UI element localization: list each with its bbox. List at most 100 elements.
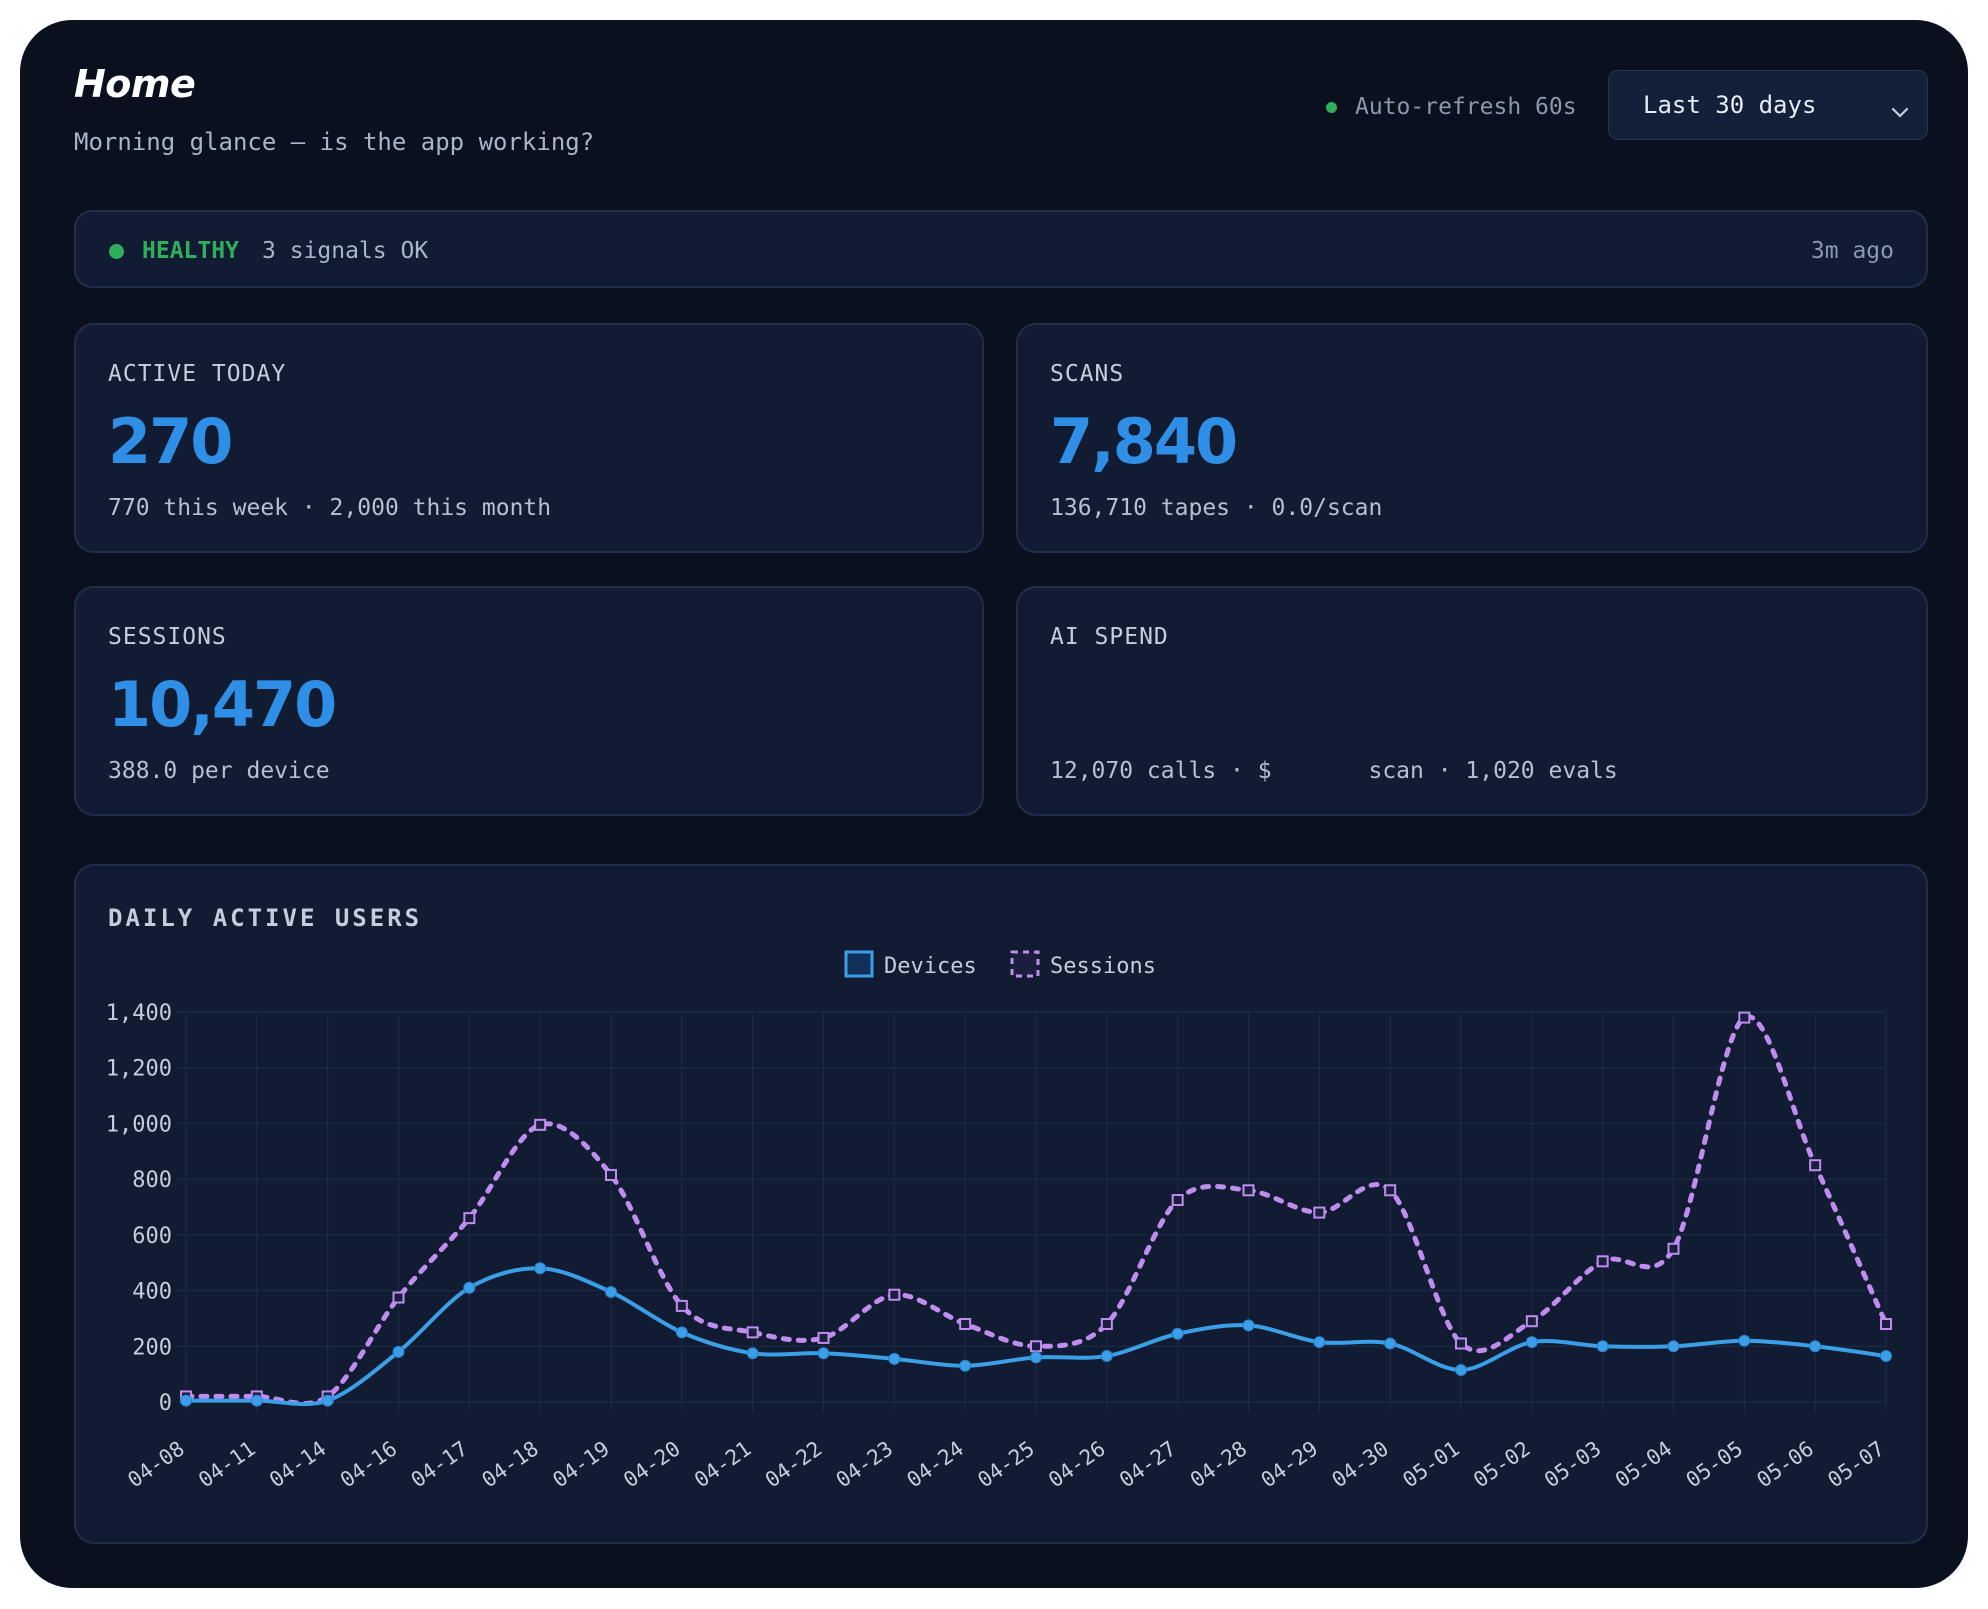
chart-title: DAILY ACTIVE USERS bbox=[108, 904, 423, 932]
card-label: SCANS bbox=[1050, 361, 1125, 387]
x-tick-label: 05-01 bbox=[1398, 1436, 1464, 1492]
auto-refresh-indicator: Auto-refresh 60s bbox=[1326, 94, 1577, 120]
data-point-sessions bbox=[1242, 1184, 1255, 1197]
data-point-sessions bbox=[746, 1326, 759, 1339]
data-point-sessions bbox=[534, 1118, 547, 1131]
x-tick-label: 04-17 bbox=[407, 1436, 473, 1492]
date-range-value: Last 30 days bbox=[1643, 91, 1817, 119]
data-point-devices bbox=[534, 1262, 547, 1275]
y-tick-label: 0 bbox=[159, 1391, 172, 1416]
data-point-devices bbox=[180, 1394, 192, 1407]
y-tick-label: 600 bbox=[132, 1224, 172, 1249]
card-label: AI SPEND bbox=[1050, 624, 1169, 650]
data-point-sessions bbox=[959, 1318, 972, 1330]
x-tick-label: 04-18 bbox=[477, 1436, 543, 1492]
health-banner: HEALTHY 3 signals OK 3m ago bbox=[74, 210, 1928, 288]
legend-label-devices: Devices bbox=[884, 954, 977, 979]
data-point-devices bbox=[321, 1394, 334, 1407]
data-point-sessions bbox=[1809, 1159, 1822, 1172]
card-subtext: 12,070 calls · $ scan · 1,020 evals bbox=[1050, 758, 1618, 784]
legend-swatch-devices bbox=[844, 950, 874, 978]
x-tick-label: 05-05 bbox=[1682, 1436, 1748, 1492]
data-point-devices bbox=[1809, 1340, 1822, 1353]
card-subtext: 136,710 tapes · 0.0/scan bbox=[1050, 495, 1383, 521]
data-point-sessions bbox=[817, 1331, 830, 1344]
data-point-devices bbox=[1030, 1351, 1042, 1364]
x-tick-label: 04-29 bbox=[1257, 1436, 1323, 1492]
data-point-devices bbox=[1171, 1327, 1184, 1340]
data-point-devices bbox=[1667, 1340, 1680, 1353]
data-point-sessions bbox=[1455, 1337, 1467, 1350]
data-point-devices bbox=[1242, 1319, 1255, 1332]
data-point-devices bbox=[675, 1326, 688, 1339]
data-point-sessions bbox=[1667, 1242, 1680, 1255]
data-point-devices bbox=[1738, 1334, 1751, 1347]
data-point-sessions bbox=[1313, 1206, 1326, 1219]
auto-refresh-label: Auto-refresh 60s bbox=[1355, 94, 1577, 120]
data-point-sessions bbox=[1880, 1318, 1892, 1330]
health-status-dot-icon bbox=[109, 244, 124, 259]
refresh-status-dot-icon bbox=[1326, 101, 1337, 113]
card-sessions: SESSIONS 10,470 388.0 per device bbox=[74, 586, 984, 816]
data-point-devices bbox=[1880, 1350, 1892, 1363]
data-point-devices bbox=[1100, 1350, 1113, 1363]
y-tick-label: 400 bbox=[132, 1280, 172, 1305]
data-point-sessions bbox=[888, 1288, 901, 1301]
data-point-devices bbox=[959, 1359, 972, 1372]
data-point-sessions bbox=[1100, 1318, 1113, 1330]
data-point-sessions bbox=[605, 1168, 617, 1181]
data-point-sessions bbox=[675, 1299, 688, 1312]
chevron-down-icon bbox=[1891, 97, 1909, 125]
x-tick-label: 04-14 bbox=[265, 1436, 331, 1492]
x-tick-label: 05-04 bbox=[1611, 1436, 1677, 1492]
x-tick-label: 04-11 bbox=[194, 1436, 260, 1492]
card-active-today: ACTIVE TODAY 270 770 this week · 2,000 t… bbox=[74, 323, 984, 553]
data-point-sessions bbox=[1596, 1255, 1609, 1268]
x-tick-label: 04-26 bbox=[1044, 1436, 1110, 1492]
data-point-devices bbox=[746, 1347, 759, 1360]
card-value: 10,470 bbox=[108, 668, 337, 741]
x-tick-label: 04-22 bbox=[761, 1436, 827, 1492]
health-detail: 3 signals OK bbox=[262, 238, 429, 264]
y-tick-label: 800 bbox=[132, 1168, 172, 1193]
x-tick-label: 04-27 bbox=[1115, 1436, 1181, 1492]
x-tick-label: 04-16 bbox=[336, 1436, 402, 1492]
data-point-devices bbox=[1313, 1336, 1326, 1349]
card-ai-spend: AI SPEND 12,070 calls · $ scan · 1,020 e… bbox=[1016, 586, 1928, 816]
data-point-devices bbox=[250, 1394, 263, 1407]
data-point-sessions bbox=[1738, 1011, 1751, 1024]
data-point-devices bbox=[1384, 1337, 1397, 1350]
data-point-devices bbox=[392, 1345, 405, 1358]
data-point-sessions bbox=[1525, 1315, 1538, 1328]
card-scans: SCANS 7,840 136,710 tapes · 0.0/scan bbox=[1016, 323, 1928, 553]
page-title: Home bbox=[74, 62, 196, 106]
x-tick-label: 05-02 bbox=[1469, 1436, 1535, 1492]
data-point-devices bbox=[605, 1285, 617, 1298]
card-value: 270 bbox=[108, 405, 233, 478]
x-tick-label: 05-07 bbox=[1823, 1436, 1889, 1492]
x-tick-label: 04-21 bbox=[690, 1436, 756, 1492]
data-point-sessions bbox=[1171, 1194, 1184, 1207]
daily-active-users-panel: DAILY ACTIVE USERS 0 200 400 600 800 1,000 1,2… bbox=[74, 864, 1928, 1544]
x-tick-label: 04-19 bbox=[548, 1436, 614, 1492]
x-tick-label: 04-30 bbox=[1327, 1436, 1393, 1492]
card-subtext: 770 this week · 2,000 this month bbox=[108, 495, 552, 521]
data-point-devices bbox=[888, 1352, 901, 1365]
data-point-sessions bbox=[392, 1291, 405, 1304]
x-tick-label: 04-08 bbox=[123, 1436, 189, 1492]
legend-label-sessions: Sessions bbox=[1050, 954, 1156, 979]
dashboard-window: Home Morning glance — is the app working… bbox=[20, 20, 1968, 1588]
card-value: 7,840 bbox=[1050, 405, 1238, 478]
card-subtext: 388.0 per device bbox=[108, 758, 330, 784]
data-point-sessions bbox=[463, 1212, 476, 1225]
x-tick-label: 04-20 bbox=[619, 1436, 685, 1492]
y-tick-label: 200 bbox=[132, 1335, 172, 1360]
data-point-devices bbox=[817, 1347, 830, 1360]
page-subtitle: Morning glance — is the app working? bbox=[74, 128, 595, 156]
health-age: 3m ago bbox=[1810, 238, 1894, 264]
date-range-select[interactable]: Last 30 days bbox=[1608, 70, 1928, 140]
x-tick-label: 04-25 bbox=[973, 1436, 1039, 1492]
series-line-sessions bbox=[183, 1014, 1889, 1406]
x-tick-label: 04-23 bbox=[832, 1436, 898, 1492]
